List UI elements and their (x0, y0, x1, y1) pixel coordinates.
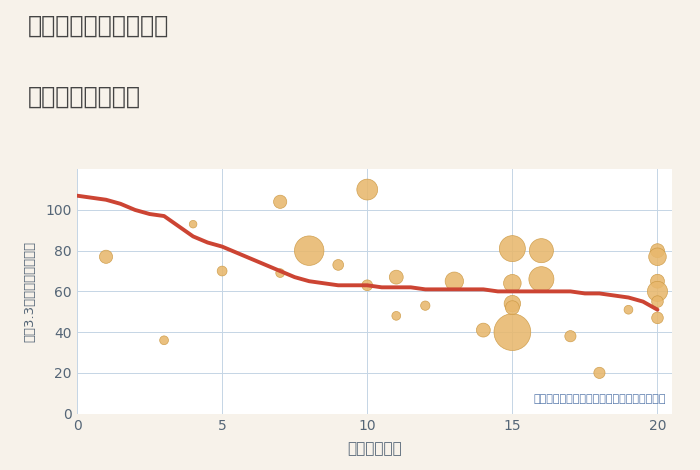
Text: 大阪府高槻市土橋町の: 大阪府高槻市土橋町の (28, 14, 169, 38)
Point (507, 280, 518, 287)
Point (507, 245, 518, 252)
Point (652, 253, 663, 260)
Point (507, 329, 518, 336)
Point (158, 337, 169, 344)
Text: 駅距離別土地価格: 駅距離別土地価格 (28, 85, 141, 109)
Point (304, 247, 315, 254)
Point (449, 277, 460, 285)
Point (391, 312, 402, 320)
Point (274, 198, 286, 205)
Point (274, 269, 286, 277)
Point (507, 304, 518, 312)
Point (652, 277, 663, 285)
X-axis label: 駅距離（分）: 駅距離（分） (347, 441, 402, 456)
Text: 円の大きさは、取引のあった物件面積を示す: 円の大きさは、取引のあった物件面積を示す (533, 394, 666, 404)
Point (362, 282, 373, 289)
Point (477, 326, 489, 334)
Point (652, 314, 663, 321)
Point (216, 267, 228, 275)
Point (420, 302, 431, 309)
Point (565, 332, 576, 340)
Point (188, 220, 199, 228)
Point (594, 369, 605, 376)
Point (652, 298, 663, 306)
Point (332, 261, 344, 269)
Point (362, 186, 373, 193)
Point (391, 274, 402, 281)
Point (623, 306, 634, 313)
Point (652, 247, 663, 254)
Point (100, 253, 111, 260)
Point (536, 247, 547, 254)
Y-axis label: 坪（3.3㎡）単価（万円）: 坪（3.3㎡）単価（万円） (24, 241, 36, 342)
Point (652, 288, 663, 295)
Point (507, 300, 518, 307)
Point (536, 275, 547, 283)
